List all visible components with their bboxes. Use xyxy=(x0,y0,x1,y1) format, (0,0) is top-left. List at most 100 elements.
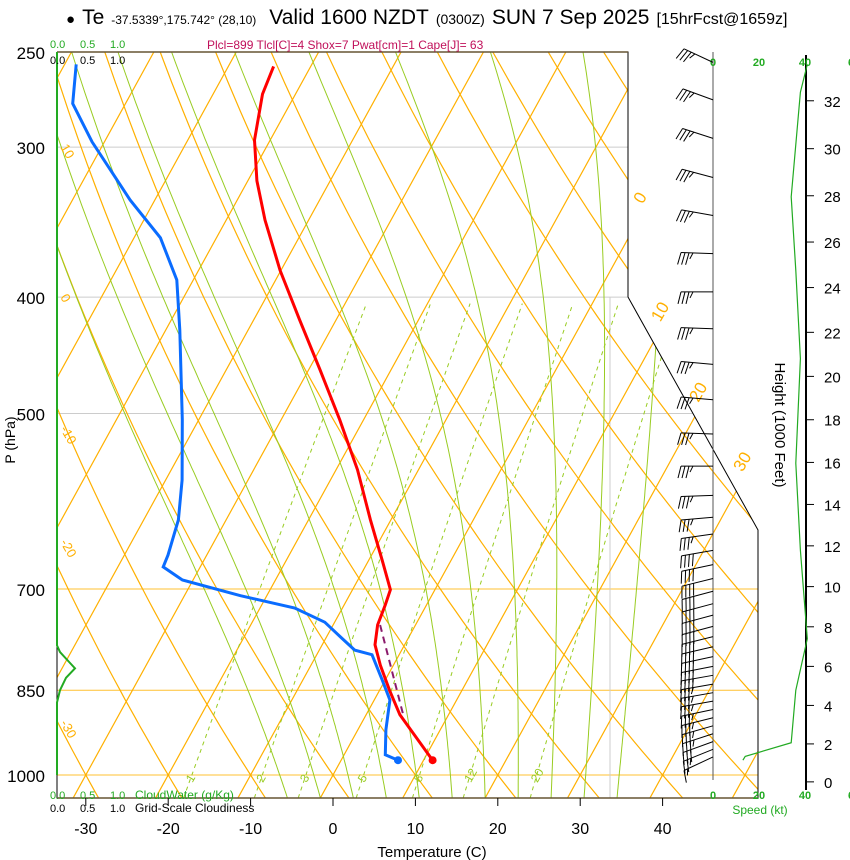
wind-barb-feather xyxy=(689,433,694,440)
isotherm xyxy=(57,52,167,798)
cloud-water-line xyxy=(56,52,77,775)
height-tick-label: 6 xyxy=(824,659,832,676)
isotherm-label: 30 xyxy=(730,449,756,475)
pressure-tick-label: 300 xyxy=(17,139,45,158)
height-tick-label: 0 xyxy=(824,775,832,792)
wind-barb-feather xyxy=(691,553,694,567)
wind-barb-feather xyxy=(683,770,687,783)
wind-barb-feather xyxy=(685,327,690,340)
height-tick-label: 4 xyxy=(824,698,832,715)
wind-barb-staff xyxy=(681,603,714,613)
wind-barb-staff xyxy=(681,432,714,435)
wind-barb-feather xyxy=(680,361,686,374)
mixing-ratio-line xyxy=(355,303,523,798)
wind-barb-feather xyxy=(688,131,695,138)
y-axis-title: P (hPa) xyxy=(2,416,18,463)
wind-barb-staff xyxy=(682,741,714,754)
isotherm xyxy=(567,52,758,798)
pressure-tick-label: 400 xyxy=(17,289,45,308)
dry-adiabat xyxy=(57,52,183,798)
wind-barb-feather xyxy=(687,554,690,567)
mixing-ratio-label: 5 xyxy=(355,772,371,785)
wind-barb-feather xyxy=(675,48,685,59)
wind-barb-feather xyxy=(688,172,695,178)
wind-barb-feather xyxy=(684,362,690,375)
height-tick-label: 30 xyxy=(824,142,841,159)
wind-barb-staff xyxy=(682,127,714,139)
wind-barb-feather xyxy=(675,209,682,222)
top-cloudwater-axis-label: 1.0 xyxy=(110,39,125,51)
temperature-line xyxy=(252,65,434,762)
wind-barb-feather xyxy=(685,465,690,479)
mixing-ratio-label: 1 xyxy=(183,772,199,785)
wind-barb-staff xyxy=(681,252,714,255)
wind-barb-feather xyxy=(680,698,682,711)
wind-barb xyxy=(683,756,714,783)
height-tick-label: 16 xyxy=(824,455,841,472)
height-tick-label: 12 xyxy=(824,539,841,556)
wind-barb-feather xyxy=(677,327,682,340)
wind-barb xyxy=(677,494,714,509)
dry-adiabat xyxy=(57,52,266,798)
height-tick-label: 22 xyxy=(824,325,841,342)
surface-dewpoint-marker xyxy=(394,756,403,765)
adiabat-label: 10 xyxy=(57,141,77,161)
mixing-ratio-label: 20 xyxy=(528,766,547,785)
wind-barb-feather xyxy=(689,53,696,59)
plot-frame xyxy=(56,51,759,799)
dewpoint-line xyxy=(71,64,399,762)
wind-barb-feather xyxy=(677,291,682,305)
wind-barb-staff xyxy=(682,88,714,101)
wind-barb xyxy=(677,327,714,340)
mixing-ratio-line xyxy=(411,303,574,798)
wind-barb-feather xyxy=(675,128,683,140)
wind-barb-staff xyxy=(681,533,714,539)
wind-barb-staff xyxy=(681,614,714,624)
mixing-ratio-line xyxy=(297,303,471,798)
wind-barb-staff xyxy=(681,665,714,673)
wind-barb xyxy=(680,564,714,584)
station-name: Te xyxy=(82,6,105,29)
wind-barb-feather xyxy=(692,731,695,739)
height-axis-title: Height (1000 Feet) xyxy=(771,362,788,487)
wind-barb-feather xyxy=(679,210,686,223)
temperature-tick-label: 10 xyxy=(407,821,425,838)
wind-barb xyxy=(677,432,714,446)
speed-axis-title: Speed (kt) xyxy=(732,803,787,817)
wind-barb-staff xyxy=(681,700,714,708)
cloudiness-title: Grid-Scale Cloudiness xyxy=(135,801,254,815)
wind-barb-feather xyxy=(675,168,683,181)
speed-tick-label: 0 xyxy=(710,790,716,802)
height-tick-label: 26 xyxy=(824,235,841,252)
wind-barb-feather xyxy=(681,252,686,265)
wind-barb xyxy=(680,549,714,569)
wind-barb-feather xyxy=(681,291,686,305)
wind-barb-feather xyxy=(683,51,692,63)
wind-barb-feather xyxy=(688,92,695,98)
wind-barb-staff xyxy=(681,625,714,636)
wind-barb xyxy=(677,252,714,265)
wind-barb-staff xyxy=(681,674,714,682)
wind-barb-feather xyxy=(688,211,694,218)
wind-barb xyxy=(680,700,714,720)
wind-barb-feather xyxy=(680,689,682,703)
isotherm xyxy=(649,52,758,798)
adiabat-label: -30 xyxy=(57,717,79,741)
wind-barb xyxy=(680,692,714,711)
wind-barb xyxy=(681,590,714,612)
wind-barb-feather xyxy=(690,696,694,703)
wind-barb-feather xyxy=(679,129,687,141)
pressure-tick-label: 1000 xyxy=(7,767,45,786)
mixing-ratio-line xyxy=(183,303,367,798)
wind-barb-feather xyxy=(685,433,690,446)
top-cloudiness-axis-label: 0.0 xyxy=(50,55,65,67)
height-tick-label: 14 xyxy=(824,497,841,514)
wind-barb-feather xyxy=(680,706,682,720)
height-tick-label: 20 xyxy=(824,369,841,386)
wind-speed-line xyxy=(742,64,808,761)
wind-barb-feather xyxy=(681,327,686,340)
wind-barb-feather xyxy=(681,432,686,446)
wind-barb xyxy=(676,361,714,375)
wind-barb-feather xyxy=(687,679,690,692)
